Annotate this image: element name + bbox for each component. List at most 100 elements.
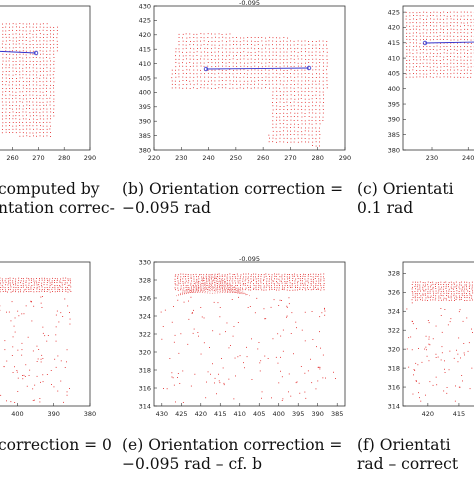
point (448, 296, 449, 297)
point (43, 95, 44, 96)
point (309, 138, 310, 139)
point (291, 312, 292, 313)
point (212, 45, 213, 46)
point (291, 66, 292, 67)
point (311, 382, 312, 383)
point (463, 343, 464, 344)
point (294, 48, 295, 49)
point (430, 76, 431, 77)
point (287, 99, 288, 100)
point (305, 95, 306, 96)
y-tick-label-f-5: 318 (388, 364, 400, 372)
point (443, 291, 444, 292)
point (433, 53, 434, 54)
point (60, 282, 61, 283)
point (16, 287, 17, 288)
point (161, 312, 162, 313)
point (298, 99, 299, 100)
point (2, 84, 3, 85)
point (294, 124, 295, 125)
point (323, 48, 324, 49)
point (413, 19, 414, 20)
point (417, 300, 418, 301)
point (6, 57, 7, 58)
point (276, 80, 277, 81)
point (68, 292, 69, 293)
point (236, 77, 237, 78)
point (276, 88, 277, 89)
point (276, 109, 277, 110)
point (222, 55, 223, 56)
point (204, 66, 205, 67)
point (47, 23, 48, 24)
point (276, 91, 277, 92)
point (426, 25, 427, 26)
point (13, 58, 14, 59)
point (430, 73, 431, 74)
point (265, 87, 266, 88)
x-tick-label-e-4: 410 (234, 410, 246, 418)
point (240, 77, 241, 78)
point (175, 285, 176, 286)
point (212, 277, 213, 278)
point (271, 397, 272, 398)
point (53, 101, 54, 102)
point (207, 66, 208, 67)
point (290, 73, 291, 74)
point (464, 49, 465, 50)
point (188, 285, 189, 286)
point (3, 61, 4, 62)
point (175, 289, 176, 290)
point (43, 105, 44, 106)
y-tick-label-c-7: 390 (388, 116, 400, 124)
point (327, 63, 328, 64)
point (25, 376, 26, 377)
point (280, 141, 281, 142)
point (188, 278, 189, 279)
point (437, 12, 438, 13)
x-tick-label-d-2: 380 (84, 410, 96, 418)
point (179, 88, 180, 89)
point (43, 108, 44, 109)
point (26, 278, 27, 279)
point (272, 113, 273, 114)
point (9, 85, 10, 86)
point (15, 291, 16, 292)
point (46, 64, 47, 65)
point (279, 283, 280, 284)
point (16, 50, 17, 51)
point (301, 141, 302, 142)
point (262, 59, 263, 60)
point (247, 66, 248, 67)
point (16, 132, 17, 133)
point (471, 15, 472, 16)
point (46, 44, 47, 45)
point (227, 274, 228, 275)
point (226, 48, 227, 49)
point (305, 84, 306, 85)
point (440, 22, 441, 23)
point (415, 297, 416, 298)
point (461, 29, 462, 30)
point (414, 370, 415, 371)
point (57, 30, 58, 31)
point (16, 129, 17, 130)
point (204, 287, 205, 288)
point (269, 81, 270, 82)
point (222, 62, 223, 63)
point (297, 276, 298, 277)
point (436, 291, 437, 292)
point (243, 51, 244, 52)
point (16, 26, 17, 27)
point (255, 41, 256, 42)
point (312, 48, 313, 49)
point (280, 84, 281, 85)
point (319, 120, 320, 121)
point (46, 105, 47, 106)
point (283, 109, 284, 110)
point (417, 295, 418, 296)
point (284, 138, 285, 139)
point (225, 87, 226, 88)
point (273, 37, 274, 38)
point (255, 276, 256, 277)
